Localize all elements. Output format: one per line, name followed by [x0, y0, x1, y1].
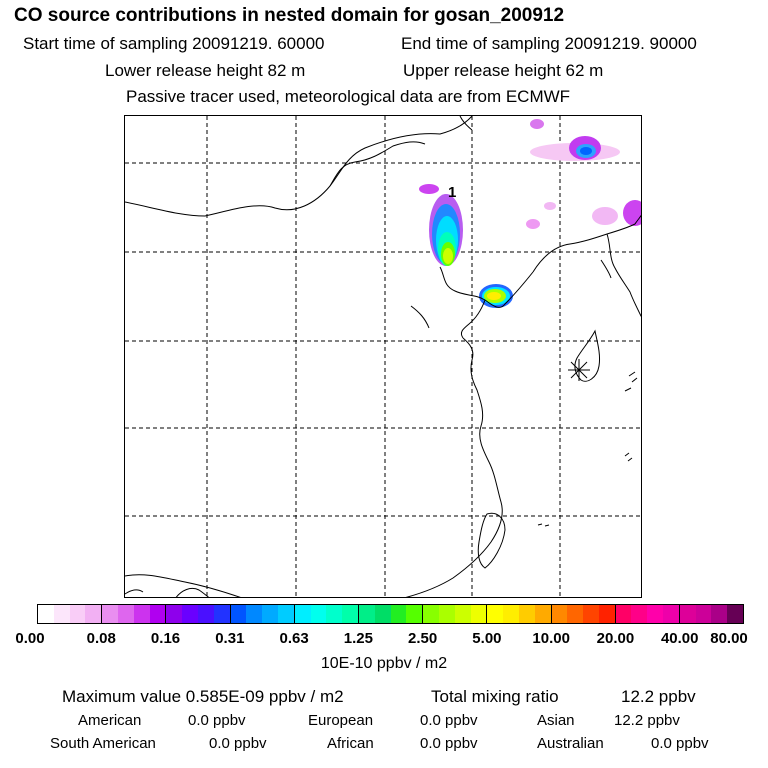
african-value: 0.0 ppbv — [420, 735, 478, 752]
colorbar-swatch — [518, 605, 535, 623]
colorbar-tick-label: 1.25 — [343, 630, 373, 647]
colorbar-segment — [679, 605, 744, 623]
colorbar-swatch — [598, 605, 615, 623]
colorbar-swatch — [294, 605, 311, 623]
colorbar-swatch — [102, 605, 118, 623]
colorbar-tick-label: 20.00 — [596, 630, 635, 647]
colorbar-tick-label: 10.00 — [532, 630, 570, 647]
colorbar-tick-label: 40.00 — [660, 630, 699, 647]
colorbar-swatch — [38, 605, 54, 623]
colorbar-swatch — [358, 605, 375, 623]
colorbar-segment — [551, 605, 616, 623]
colorbar-swatch — [695, 605, 712, 623]
colorbar-segment — [166, 605, 231, 623]
american-label: American — [78, 712, 142, 729]
colorbar-segment — [615, 605, 680, 623]
colorbar-swatch — [615, 605, 632, 623]
south-american-label: South American — [50, 735, 156, 752]
colorbar-swatch — [583, 605, 599, 623]
colorbar-swatch — [262, 605, 278, 623]
colorbar-swatch — [326, 605, 343, 623]
map-panel: 1 — [124, 115, 642, 598]
colorbar-swatch — [213, 605, 230, 623]
colorbar-tick-label: 0.31 — [215, 630, 245, 647]
colorbar-swatch — [711, 605, 728, 623]
total-mixing-label: Total mixing ratio — [431, 687, 559, 706]
european-value: 0.0 ppbv — [420, 712, 478, 729]
colorbar-swatch — [679, 605, 696, 623]
colorbar-swatch — [470, 605, 487, 623]
receptor-asterisk-icon — [568, 359, 590, 381]
colorbar-swatch — [197, 605, 214, 623]
colorbar-tick-label: 0.00 — [15, 630, 45, 647]
colorbar-swatch — [149, 605, 166, 623]
australian-label: Australian — [537, 735, 604, 752]
colorbar-swatch — [567, 605, 584, 623]
concentration-field — [419, 119, 641, 308]
colorbar-swatch — [53, 605, 70, 623]
colorbar-segment — [230, 605, 295, 623]
tracer-note-text: Passive tracer used, meteorological data… — [126, 87, 571, 106]
european-label: European — [308, 712, 374, 729]
colorbar-swatch — [374, 605, 391, 623]
colorbar-swatch — [454, 605, 471, 623]
colorbar-swatch — [182, 605, 198, 623]
asian-value: 12.2 ppbv — [614, 712, 680, 729]
colorbar-swatch — [342, 605, 358, 623]
start-time-text: Start time of sampling 20091219. 60000 — [23, 34, 325, 53]
colorbar-swatch — [406, 605, 423, 623]
colorbar-segment — [294, 605, 359, 623]
colorbar — [37, 604, 744, 624]
colorbar-tick-label: 0.08 — [86, 630, 116, 647]
colorbar-tick-label: 80.00 — [710, 630, 748, 647]
max-value-text: Maximum value 0.585E-09 ppbv / m2 — [62, 687, 344, 706]
colorbar-swatch — [534, 605, 551, 623]
australian-value: 0.0 ppbv — [651, 735, 709, 752]
colorbar-swatch — [230, 605, 247, 623]
colorbar-swatch — [423, 605, 439, 623]
colorbar-tick-label: 2.50 — [408, 630, 438, 647]
colorbar-swatch — [647, 605, 664, 623]
site-label: 1 — [448, 184, 456, 201]
colorbar-swatch — [631, 605, 648, 623]
coastlines — [125, 116, 641, 597]
colorbar-segment — [423, 605, 488, 623]
african-label: African — [327, 735, 374, 752]
colorbar-tick-label: 5.00 — [472, 630, 502, 647]
colorbar-swatch — [727, 605, 744, 623]
colorbar-swatch — [117, 605, 134, 623]
colorbar-segment — [358, 605, 424, 623]
total-mixing-value: 12.2 ppbv — [621, 687, 696, 706]
lower-release-text: Lower release height 82 m — [105, 61, 306, 80]
colorbar-tick-label: 0.63 — [279, 630, 309, 647]
american-value: 0.0 ppbv — [188, 712, 246, 729]
colorbar-swatch — [551, 605, 568, 623]
south-american-value: 0.0 ppbv — [209, 735, 267, 752]
colorbar-segment — [38, 605, 103, 623]
figure-title: CO source contributions in nested domain… — [14, 5, 565, 26]
colorbar-swatch — [663, 605, 679, 623]
colorbar-segment — [487, 605, 552, 623]
colorbar-swatch — [85, 605, 102, 623]
colorbar-segment — [102, 605, 167, 623]
colorbar-swatch — [390, 605, 407, 623]
colorbar-swatch — [310, 605, 327, 623]
end-time-text: End time of sampling 20091219. 90000 — [401, 34, 697, 53]
lat-lon-grid — [125, 116, 641, 597]
colorbar-unit: 10E-10 ppbv / m2 — [320, 655, 448, 672]
asian-label: Asian — [537, 712, 575, 729]
colorbar-swatch — [487, 605, 504, 623]
colorbar-tick-label: 0.16 — [150, 630, 181, 647]
colorbar-swatch — [133, 605, 150, 623]
colorbar-swatch — [503, 605, 519, 623]
colorbar-swatch — [246, 605, 263, 623]
upper-release-text: Upper release height 62 m — [403, 61, 604, 80]
colorbar-swatch — [438, 605, 455, 623]
colorbar-swatch — [69, 605, 86, 623]
colorbar-swatch — [166, 605, 183, 623]
map-canvas: 1 — [125, 116, 641, 597]
colorbar-swatch — [277, 605, 294, 623]
